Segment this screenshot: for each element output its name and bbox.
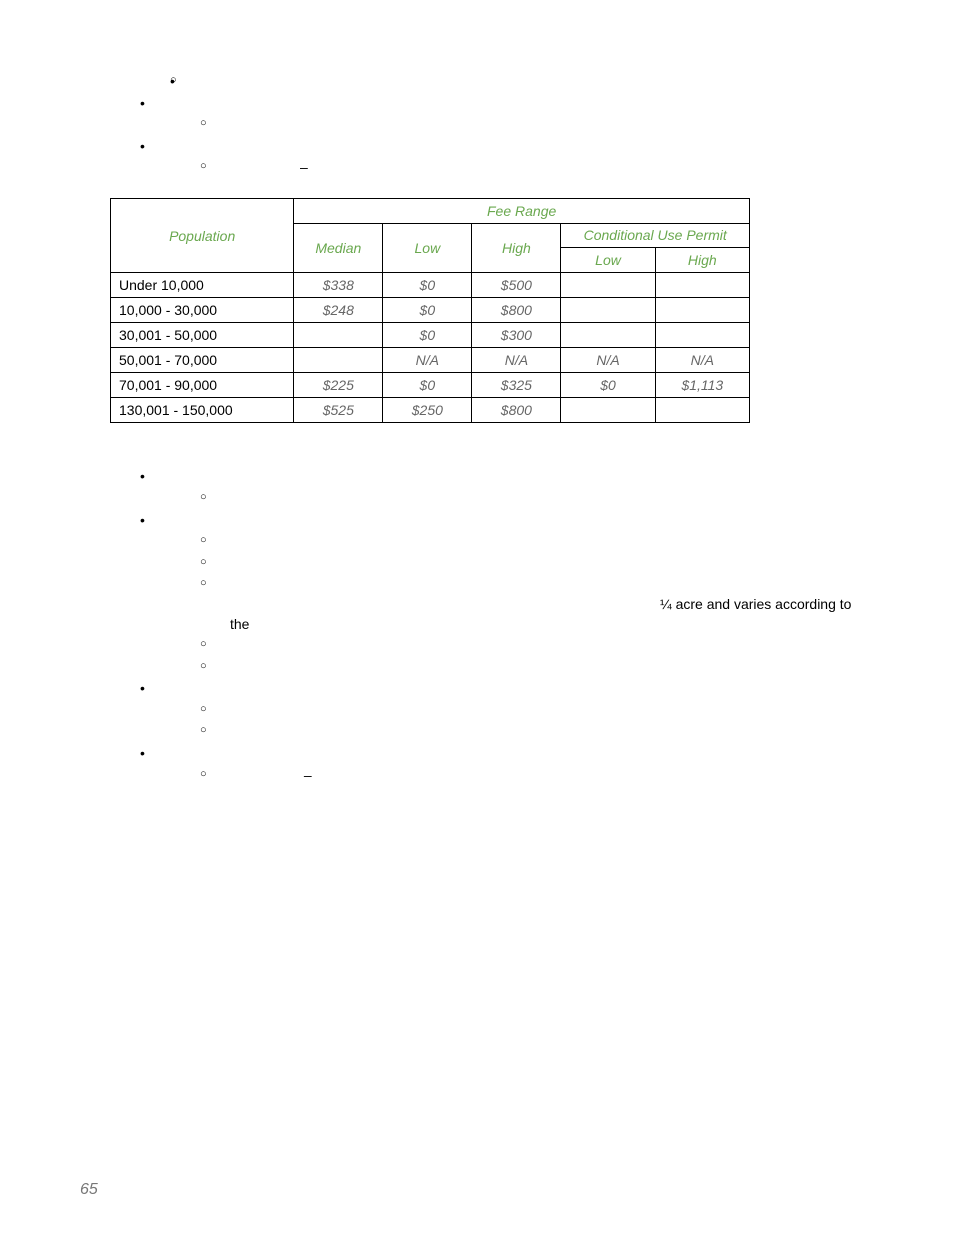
upper-bullet-list: – bbox=[140, 72, 874, 178]
col-header-low: Low bbox=[383, 223, 472, 272]
list-item: ¼ acre and varies according to the bbox=[200, 575, 874, 634]
list-item bbox=[170, 72, 874, 92]
list-item bbox=[140, 679, 874, 742]
list-item: – bbox=[200, 766, 874, 786]
col-header-cup: Conditional Use Permit bbox=[561, 223, 750, 247]
list-item: ¼ acre and varies according to the bbox=[140, 511, 874, 678]
list-item: – bbox=[140, 137, 874, 178]
list-item bbox=[200, 722, 874, 742]
list-item bbox=[140, 467, 874, 508]
col-header-population: Population bbox=[111, 198, 294, 272]
list-item bbox=[200, 658, 874, 678]
list-item bbox=[140, 94, 874, 135]
list-item bbox=[200, 532, 874, 552]
page-root: – Population Fee Range Median Low High C… bbox=[0, 0, 954, 1235]
text-fragment-quarter-acre: ¼ acre and varies according to the bbox=[230, 596, 851, 632]
list-item bbox=[200, 636, 874, 656]
list-item bbox=[200, 115, 874, 135]
table-row: Under 10,000 $338 $0 $500 bbox=[111, 273, 750, 298]
list-item bbox=[200, 489, 874, 509]
page-number: 65 bbox=[80, 1181, 98, 1199]
col-header-high: High bbox=[472, 223, 561, 272]
list-item: – bbox=[140, 744, 874, 785]
table-row: 10,000 - 30,000 $248 $0 $800 bbox=[111, 298, 750, 323]
list-item bbox=[200, 554, 874, 574]
table-row: 70,001 - 90,000 $225 $0 $325 $0 $1,113 bbox=[111, 373, 750, 398]
col-header-cup-low: Low bbox=[561, 248, 655, 273]
table-row: 50,001 - 70,000 N/A N/A N/A N/A bbox=[111, 348, 750, 373]
list-item bbox=[200, 701, 874, 721]
table-row: 30,001 - 50,000 $0 $300 bbox=[111, 323, 750, 348]
fee-table-body: Under 10,000 $338 $0 $500 10,000 - 30,00… bbox=[111, 273, 750, 423]
lower-bullet-list: ¼ acre and varies according to the – bbox=[140, 467, 874, 785]
list-item bbox=[170, 72, 874, 92]
table-row: 130,001 - 150,000 $525 $250 $800 bbox=[111, 398, 750, 423]
col-header-cup-high: High bbox=[655, 248, 749, 273]
list-item: – bbox=[200, 158, 874, 178]
col-header-median: Median bbox=[294, 223, 383, 272]
fee-table: Population Fee Range Median Low High Con… bbox=[110, 198, 750, 423]
col-header-feerange: Fee Range bbox=[294, 198, 750, 223]
